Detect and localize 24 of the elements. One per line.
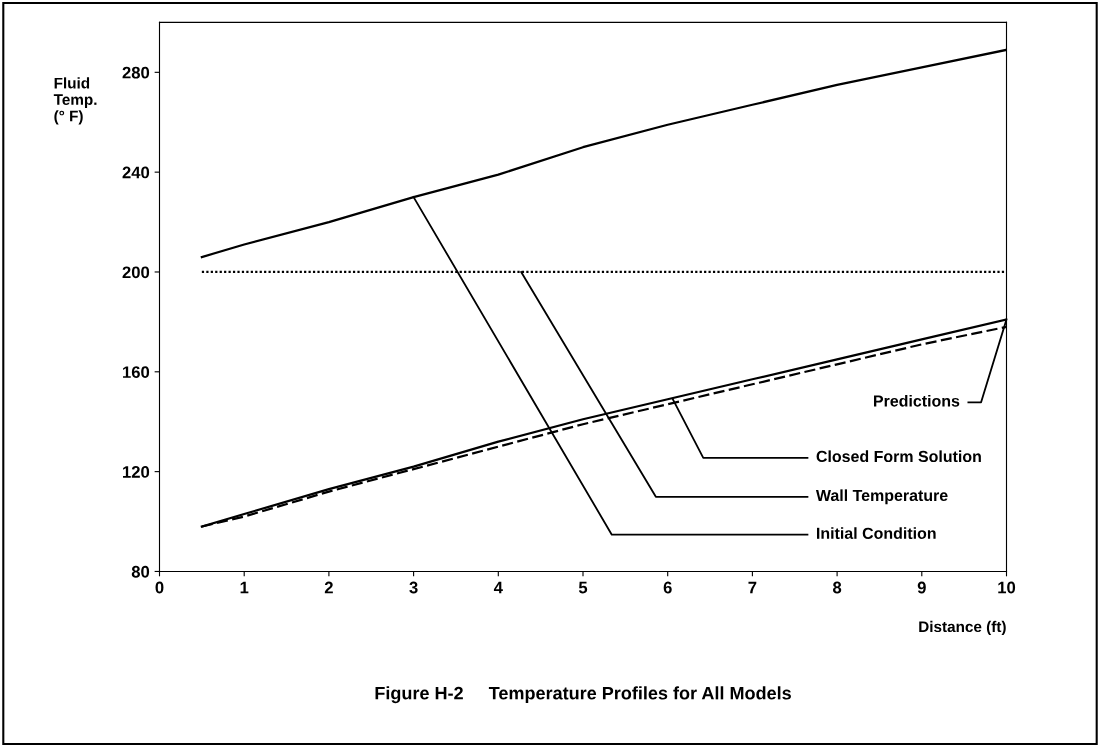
x-tick-label: 3 xyxy=(409,581,418,594)
y-tick-label: 280 xyxy=(122,66,150,79)
x-tick-label: 6 xyxy=(663,581,672,594)
y-axis-title: Fluid Temp. (° F) xyxy=(53,77,97,125)
annotation: Wall Temperature xyxy=(815,489,948,505)
x-tick-label: 4 xyxy=(493,581,503,594)
y-tick-label: 200 xyxy=(122,266,150,279)
y-tick-label: 80 xyxy=(131,565,150,578)
x-tick-label: 8 xyxy=(832,581,842,594)
annotation: Predictions xyxy=(874,394,960,407)
y-tick-label: 160 xyxy=(123,366,150,379)
x-tick-label: 10 xyxy=(998,581,1016,594)
annotation: Closed Form Solution xyxy=(816,450,981,463)
x-tick-label: 5 xyxy=(578,581,588,594)
x-tick-label: 2 xyxy=(324,581,333,594)
y-tick-label: 240 xyxy=(122,166,150,179)
x-tick-label: 0 xyxy=(155,581,164,594)
x-tick-label: 7 xyxy=(748,581,757,594)
x-tick-label: 1 xyxy=(240,581,249,594)
x-tick-label: 9 xyxy=(917,581,926,594)
text: Figure H-2 Temperature Profiles for All Models xyxy=(375,686,791,704)
x-axis-title: Distance (ft) xyxy=(919,620,1006,636)
y-tick-label: 120 xyxy=(123,466,150,478)
annotation: Initial Condition xyxy=(816,527,936,539)
